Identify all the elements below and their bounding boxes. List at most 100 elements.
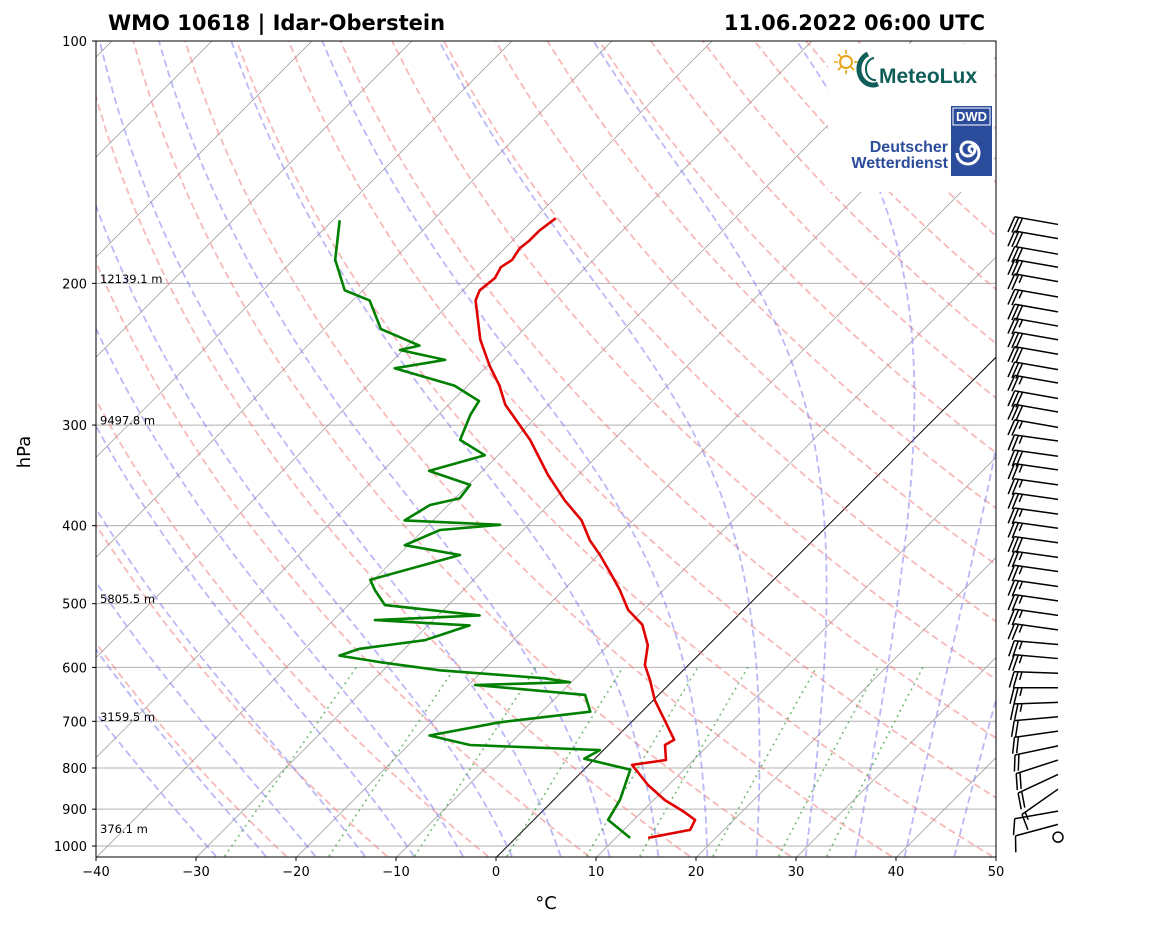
- dry-adiabat: [443, 41, 996, 623]
- height-label: 3159.5 m: [100, 710, 155, 724]
- wind-barb: [1007, 230, 1059, 248]
- chart-title-station: WMO 10618 | Idar-Oberstein: [108, 11, 445, 36]
- wind-barb: [1012, 810, 1059, 836]
- height-label: 5805.5 m: [100, 592, 155, 606]
- x-tick-label: −40: [82, 865, 109, 880]
- logos: MeteoLux DWD Deutscher Wetterdienst: [828, 44, 994, 192]
- isotherm: [96, 41, 613, 558]
- x-tick-label: 20: [688, 865, 705, 880]
- wind-barb: [1007, 317, 1059, 335]
- chart-title-datetime: 11.06.2022 06:00 UTC: [724, 11, 985, 35]
- wind-barb: [1007, 345, 1059, 364]
- dry-adiabat: [1117, 41, 1160, 856]
- wind-barb: [1008, 670, 1059, 688]
- meteolux-logo: MeteoLux: [834, 50, 977, 88]
- dry-adiabat: [184, 41, 892, 857]
- dry-adiabat: [96, 397, 489, 857]
- moist-adiabat: [96, 424, 415, 857]
- mixing-ratio-line: [506, 666, 624, 857]
- mixing-ratio-line: [712, 667, 818, 857]
- dry-adiabat: [339, 41, 996, 740]
- y-tick-label: 200: [62, 277, 87, 292]
- wind-barb: [1007, 434, 1059, 452]
- wind-barb: [1007, 288, 1059, 306]
- isotherm: [796, 657, 996, 857]
- y-tick-label: 500: [62, 598, 87, 613]
- isotherm: [96, 41, 513, 458]
- height-label: 376.1 m: [100, 822, 148, 836]
- calm-wind-circle: [1052, 831, 1064, 843]
- plot-frame: [95, 40, 997, 858]
- wind-barb: [1007, 403, 1059, 422]
- height-label: 9497.8 m: [100, 414, 155, 428]
- dry-adiabat: [1065, 41, 1160, 856]
- wind-barb: [1007, 550, 1059, 568]
- x-tick-label: −20: [282, 865, 309, 880]
- wind-barb: [1009, 687, 1059, 704]
- dwd-text-line2: Wetterdienst: [851, 155, 948, 172]
- wind-barb: [1007, 303, 1059, 322]
- dry-adiabat: [494, 41, 996, 566]
- wind-barbs: [1007, 216, 1064, 853]
- sounding-profiles: [333, 217, 697, 840]
- isotherm: [596, 456, 996, 857]
- isotherm: [396, 256, 996, 857]
- wind-barb: [1007, 245, 1059, 264]
- isotherm: [96, 41, 913, 857]
- wind-barb: [1007, 507, 1059, 525]
- dry-adiabat: [391, 41, 996, 681]
- y-tick-label: 300: [62, 419, 87, 434]
- x-axis-label: °C: [535, 893, 557, 914]
- wind-barb: [1007, 273, 1059, 291]
- dewpoint-line: [333, 220, 632, 839]
- wind-barb: [1008, 653, 1059, 671]
- x-tick-label: 30: [788, 865, 805, 880]
- isotherm: [96, 41, 713, 658]
- x-tick-label: 0: [492, 865, 500, 880]
- mixing-ratio-line: [223, 666, 357, 857]
- spiral-icon: [955, 140, 981, 166]
- wind-barb: [1007, 449, 1059, 467]
- height-label: 12139.1 m: [100, 272, 162, 286]
- dry-adiabat: [96, 641, 288, 857]
- wind-barb: [1007, 623, 1059, 640]
- dry-adiabat: [96, 93, 691, 857]
- isotherm: [997, 41, 1160, 857]
- moist-adiabat: [98, 41, 562, 857]
- height-labels: 12139.1 m 9497.8 m 5805.5 m 3159.5 m 376.1 m: [100, 272, 162, 836]
- dry-adiabat: [132, 41, 792, 857]
- wind-barb: [1007, 361, 1059, 379]
- dry-adiabat: [598, 41, 996, 454]
- wind-barb: [1015, 759, 1059, 791]
- axes: −40 −30 −20 −10 0 10 20 30 40 50 100 200 300 400 500 60…: [54, 35, 1004, 880]
- wind-barb: [1010, 716, 1059, 738]
- isotherm: [96, 41, 413, 358]
- moist-adiabat: [321, 41, 709, 857]
- y-tick-label: 700: [62, 715, 87, 730]
- mixing-ratio-line: [413, 666, 537, 857]
- wind-barb: [1007, 390, 1059, 408]
- moist-adiabat: [795, 41, 916, 857]
- mixing-ratio-line: [777, 667, 879, 857]
- zero-isotherm: [496, 356, 996, 857]
- dry-adiabat: [287, 41, 996, 799]
- dry-adiabat: [650, 41, 996, 400]
- dry-adiabat: [235, 41, 993, 857]
- wind-barb: [1007, 374, 1059, 392]
- wind-barb: [1007, 608, 1059, 626]
- wind-barb: [1007, 492, 1059, 510]
- wind-barb: [1007, 258, 1059, 277]
- y-tick-label: 400: [62, 520, 87, 535]
- mixing-ratio-line: [826, 667, 924, 857]
- meteolux-logo-text: MeteoLux: [879, 65, 977, 88]
- y-tick-label: 900: [62, 803, 87, 818]
- mixing-ratio-line: [328, 666, 456, 857]
- wind-barb: [1007, 535, 1059, 554]
- wind-barb: [1007, 521, 1059, 539]
- x-tick-label: −30: [182, 865, 209, 880]
- isotherm: [0, 41, 12, 857]
- dry-adiabat: [96, 523, 388, 857]
- temperature-line: [474, 217, 697, 840]
- wind-barb: [1007, 419, 1059, 436]
